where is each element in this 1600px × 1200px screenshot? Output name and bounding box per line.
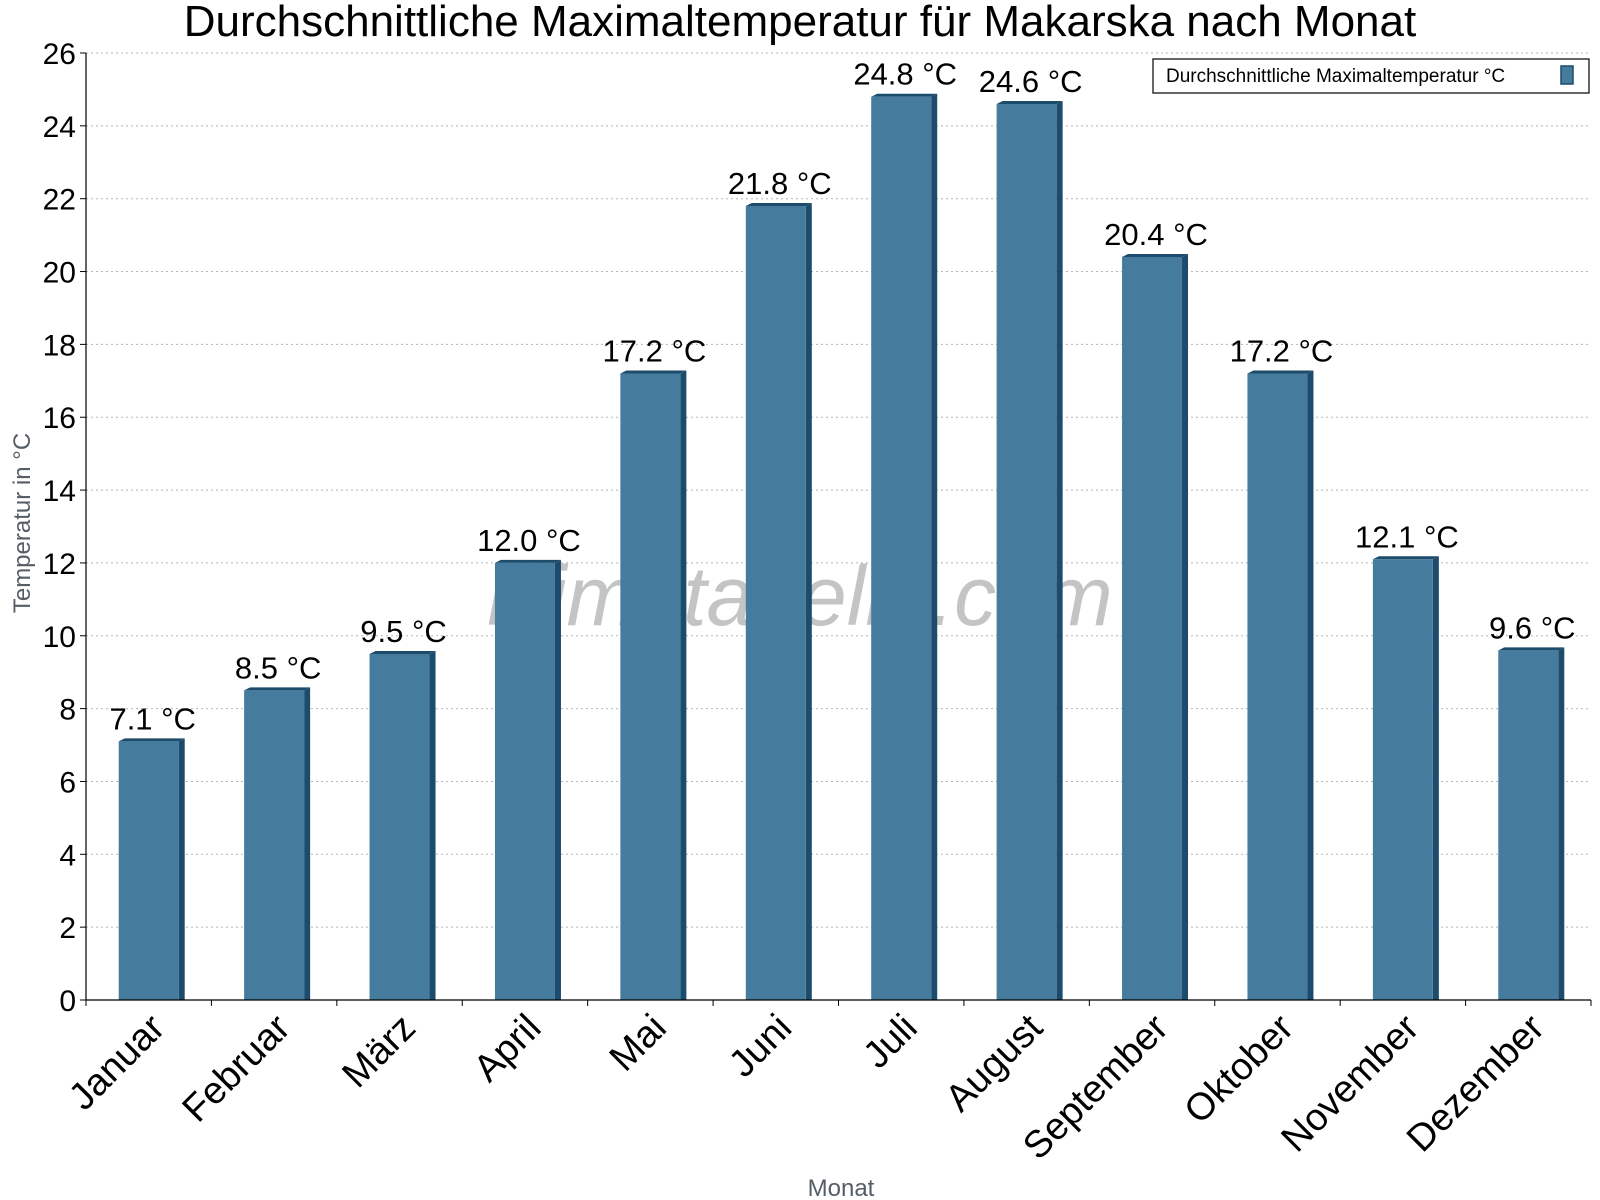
bar-side bbox=[1056, 100, 1063, 1000]
data-label: 17.2 °C bbox=[1230, 334, 1334, 369]
data-label: 8.5 °C bbox=[235, 650, 322, 685]
y-tick-label: 14 bbox=[43, 475, 76, 508]
x-tick-label: Mai bbox=[602, 1007, 675, 1080]
bar-side bbox=[429, 650, 436, 1000]
bar-front bbox=[494, 562, 555, 1000]
bar bbox=[620, 370, 687, 1000]
bar-front bbox=[244, 690, 305, 1000]
bar-side bbox=[554, 559, 561, 1000]
bar-top bbox=[996, 100, 1063, 104]
bar-side bbox=[805, 202, 812, 1000]
bar bbox=[369, 650, 436, 1000]
gridlines bbox=[86, 52, 1591, 928]
y-tick-label: 8 bbox=[59, 694, 76, 727]
bar-front bbox=[996, 103, 1057, 1000]
bar-top bbox=[118, 738, 185, 742]
bar-front bbox=[620, 373, 681, 1000]
data-label: 9.5 °C bbox=[360, 614, 447, 649]
y-tick-label: 12 bbox=[43, 548, 76, 581]
legend: Durchschnittliche Maximaltemperatur °C bbox=[1152, 58, 1590, 94]
bar-side bbox=[304, 687, 311, 1000]
data-label: 24.8 °C bbox=[853, 57, 957, 92]
legend-swatch bbox=[1560, 65, 1574, 85]
data-labels: 7.1 °C 8.5 °C 9.5 °C 12.0 °C 17.2 °C 21.8 °C 2… bbox=[109, 57, 1575, 737]
bar-front bbox=[871, 96, 932, 1000]
bar-side bbox=[931, 93, 938, 1000]
bar bbox=[494, 559, 561, 1000]
bar bbox=[996, 100, 1063, 1000]
bar bbox=[244, 687, 311, 1000]
bar-side bbox=[680, 370, 687, 1000]
x-tick-label: Juli bbox=[856, 1007, 926, 1077]
bar-top bbox=[494, 559, 561, 563]
bar-side bbox=[1307, 370, 1314, 1000]
bar bbox=[1498, 647, 1565, 1000]
y-tick-label: 2 bbox=[59, 912, 76, 945]
y-tick-label: 16 bbox=[43, 402, 76, 435]
data-label: 24.6 °C bbox=[979, 64, 1083, 99]
bar-top bbox=[244, 687, 311, 691]
bar-front bbox=[1122, 256, 1183, 1000]
bar-front bbox=[369, 653, 430, 1000]
bar-front bbox=[1498, 650, 1559, 1000]
x-tick-label: März bbox=[334, 1007, 423, 1096]
y-tick-label: 4 bbox=[59, 839, 76, 872]
bar bbox=[1247, 370, 1314, 1000]
data-label: 9.6 °C bbox=[1489, 610, 1576, 645]
bar bbox=[1372, 556, 1439, 1000]
data-label: 20.4 °C bbox=[1104, 217, 1208, 252]
bar-top bbox=[745, 202, 812, 206]
bar-side bbox=[1432, 556, 1439, 1000]
x-tick-label: Oktober bbox=[1177, 1006, 1303, 1132]
bar-top bbox=[1498, 647, 1565, 651]
bar bbox=[871, 93, 938, 1000]
x-axis-title: Monat bbox=[808, 1175, 875, 1200]
bar-top bbox=[1122, 253, 1189, 257]
y-tick-label: 26 bbox=[43, 38, 76, 71]
legend-label: Durchschnittliche Maximaltemperatur °C bbox=[1166, 66, 1505, 87]
legend-box bbox=[1152, 58, 1590, 94]
bar-top bbox=[871, 93, 938, 97]
y-axis-title: Temperatur in °C bbox=[9, 433, 36, 613]
bar-front bbox=[1372, 559, 1433, 1000]
bars bbox=[118, 93, 1565, 1000]
bar bbox=[745, 202, 812, 1000]
bar-top bbox=[1247, 370, 1314, 374]
data-label: 12.1 °C bbox=[1355, 519, 1459, 554]
bar-side bbox=[178, 738, 185, 1000]
data-label: 17.2 °C bbox=[603, 334, 707, 369]
x-tick-label: Februar bbox=[175, 1006, 299, 1130]
chart-title: Durchschnittliche Maximaltemperatur für … bbox=[184, 0, 1416, 46]
y-tick-label: 24 bbox=[43, 111, 76, 144]
bar-top bbox=[369, 650, 436, 654]
y-tick-label: 18 bbox=[43, 329, 76, 362]
data-label: 12.0 °C bbox=[477, 523, 581, 558]
y-tick-label: 6 bbox=[59, 766, 76, 799]
bar-top bbox=[620, 370, 687, 374]
bar-side bbox=[1558, 647, 1565, 1000]
x-tick-label: April bbox=[466, 1007, 549, 1090]
y-tick-label: 20 bbox=[43, 257, 76, 290]
x-tick-label: Januar bbox=[61, 1006, 173, 1118]
bar-side bbox=[1182, 253, 1189, 1000]
bar bbox=[1122, 253, 1189, 1000]
x-tick-label: Dezember bbox=[1399, 1006, 1553, 1160]
bar-front bbox=[745, 205, 806, 1000]
x-tick-label: August bbox=[938, 1006, 1052, 1120]
y-tick-label: 0 bbox=[59, 985, 76, 1018]
bar-front bbox=[1247, 373, 1308, 1000]
bar-front bbox=[118, 741, 179, 1000]
data-label: 21.8 °C bbox=[728, 166, 832, 201]
x-tick-label: Juni bbox=[721, 1007, 800, 1086]
data-label: 7.1 °C bbox=[109, 701, 196, 736]
bar bbox=[118, 738, 185, 1000]
bar-top bbox=[1372, 556, 1439, 560]
y-tick-label: 22 bbox=[43, 184, 76, 217]
y-tick-label: 10 bbox=[43, 621, 76, 654]
